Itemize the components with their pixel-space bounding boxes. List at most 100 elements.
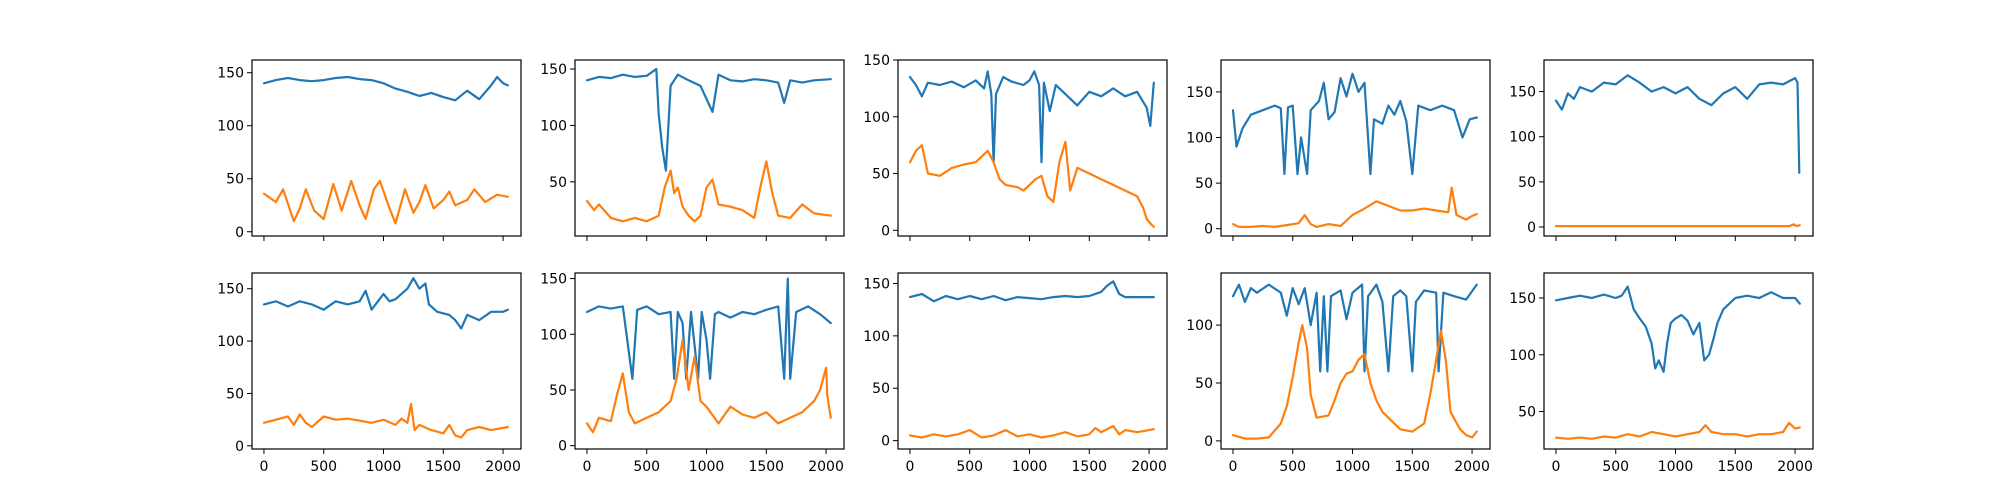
- y-tick-label: 100: [1186, 318, 1213, 334]
- x-tick-label: 0: [582, 459, 591, 475]
- x-tick-label: 0: [905, 459, 914, 475]
- series-line-1: [1231, 283, 1478, 373]
- subplot-4: 0 50 100 150: [1186, 59, 1491, 241]
- y-tick-label: 100: [540, 327, 567, 343]
- y-tick-label: 50: [1518, 405, 1536, 421]
- x-tick-label: 1000: [1012, 459, 1048, 475]
- y-tick-label: 100: [1509, 130, 1536, 146]
- series-line-1: [262, 75, 509, 102]
- axes-frame: [1543, 272, 1814, 450]
- series-line-1: [585, 277, 832, 380]
- y-tick-label: 150: [863, 53, 890, 69]
- x-tick-label: 500: [310, 459, 337, 475]
- axes-frame: [574, 59, 845, 237]
- x-tick-label: 2000: [485, 459, 521, 475]
- x-tick-label: 2000: [1777, 459, 1813, 475]
- x-tick-label: 1500: [425, 459, 461, 475]
- axes-frame: [251, 59, 522, 237]
- axes-frame: [1220, 272, 1491, 450]
- y-tick-label: 50: [226, 386, 244, 402]
- y-tick-label: 100: [217, 334, 244, 350]
- y-tick-label: 50: [1195, 376, 1213, 392]
- subplot-1: 0 50 100 150: [217, 59, 522, 241]
- x-tick-label: 1500: [1717, 459, 1753, 475]
- series-line-2: [1554, 223, 1801, 228]
- y-tick-label: 150: [540, 62, 567, 78]
- y-tick-label: 100: [217, 119, 244, 135]
- series-line-2: [585, 160, 832, 223]
- y-tick-label: 50: [226, 172, 244, 188]
- x-tick-label: 1500: [1394, 459, 1430, 475]
- x-tick-label: 500: [1279, 459, 1306, 475]
- y-tick-label: 150: [1509, 85, 1536, 101]
- x-tick-label: 2000: [808, 459, 844, 475]
- y-tick-label: 150: [217, 66, 244, 82]
- y-tick-label: 50: [549, 175, 567, 191]
- x-tick-label: 500: [956, 459, 983, 475]
- y-tick-label: 150: [217, 282, 244, 298]
- subplot-2: 50 100 150: [540, 59, 845, 241]
- y-tick-label: 0: [235, 225, 244, 241]
- series-line-1: [908, 280, 1155, 303]
- x-tick-label: 500: [1602, 459, 1629, 475]
- axes-frame: [574, 272, 845, 450]
- x-tick-label: 0: [1228, 459, 1237, 475]
- y-tick-label: 150: [1509, 291, 1536, 307]
- y-tick-label: 50: [872, 381, 890, 397]
- series-line-1: [1554, 74, 1801, 174]
- series-line-2: [262, 402, 509, 439]
- axes-frame: [251, 272, 522, 450]
- series-line-2: [908, 140, 1155, 228]
- subplot-3: 0 50 100 150: [863, 53, 1168, 241]
- series-line-2: [585, 338, 832, 434]
- y-tick-label: 150: [863, 276, 890, 292]
- y-tick-label: 0: [1204, 222, 1213, 238]
- y-tick-label: 50: [1518, 175, 1536, 191]
- series-line-1: [262, 277, 509, 330]
- series-line-1: [1554, 285, 1801, 373]
- series-line-1: [585, 67, 832, 172]
- axes-frame: [1220, 59, 1491, 237]
- y-tick-label: 100: [1509, 348, 1536, 364]
- x-tick-label: 500: [633, 459, 660, 475]
- y-tick-label: 50: [1195, 176, 1213, 192]
- x-tick-label: 1000: [689, 459, 725, 475]
- y-tick-label: 0: [881, 434, 890, 450]
- y-tick-label: 100: [1186, 131, 1213, 147]
- series-line-2: [1231, 186, 1478, 228]
- series-line-2: [908, 424, 1155, 439]
- y-tick-label: 0: [558, 439, 567, 455]
- series-line-1: [1231, 72, 1478, 176]
- x-tick-label: 2000: [1131, 459, 1167, 475]
- x-tick-label: 1500: [1071, 459, 1107, 475]
- y-tick-label: 100: [863, 329, 890, 345]
- x-tick-label: 1000: [1335, 459, 1371, 475]
- subplot-5: 0 50 100 150: [1509, 59, 1814, 241]
- y-tick-label: 100: [540, 118, 567, 134]
- y-tick-label: 150: [1186, 85, 1213, 101]
- x-tick-label: 0: [259, 459, 268, 475]
- y-tick-label: 50: [549, 383, 567, 399]
- axes-frame: [1543, 59, 1814, 237]
- y-tick-label: 0: [235, 439, 244, 455]
- series-line-1: [908, 70, 1155, 164]
- series-line-2: [262, 179, 509, 225]
- axes-frame: [897, 272, 1168, 450]
- y-tick-label: 0: [881, 223, 890, 239]
- x-tick-label: 0: [1551, 459, 1560, 475]
- x-tick-label: 2000: [1454, 459, 1490, 475]
- series-line-2: [1231, 324, 1478, 440]
- x-tick-label: 1500: [748, 459, 784, 475]
- y-tick-label: 0: [1527, 220, 1536, 236]
- y-tick-label: 50: [872, 167, 890, 183]
- y-tick-label: 100: [863, 110, 890, 126]
- y-tick-label: 150: [540, 272, 567, 288]
- x-tick-label: 1000: [366, 459, 402, 475]
- y-tick-label: 0: [1204, 434, 1213, 450]
